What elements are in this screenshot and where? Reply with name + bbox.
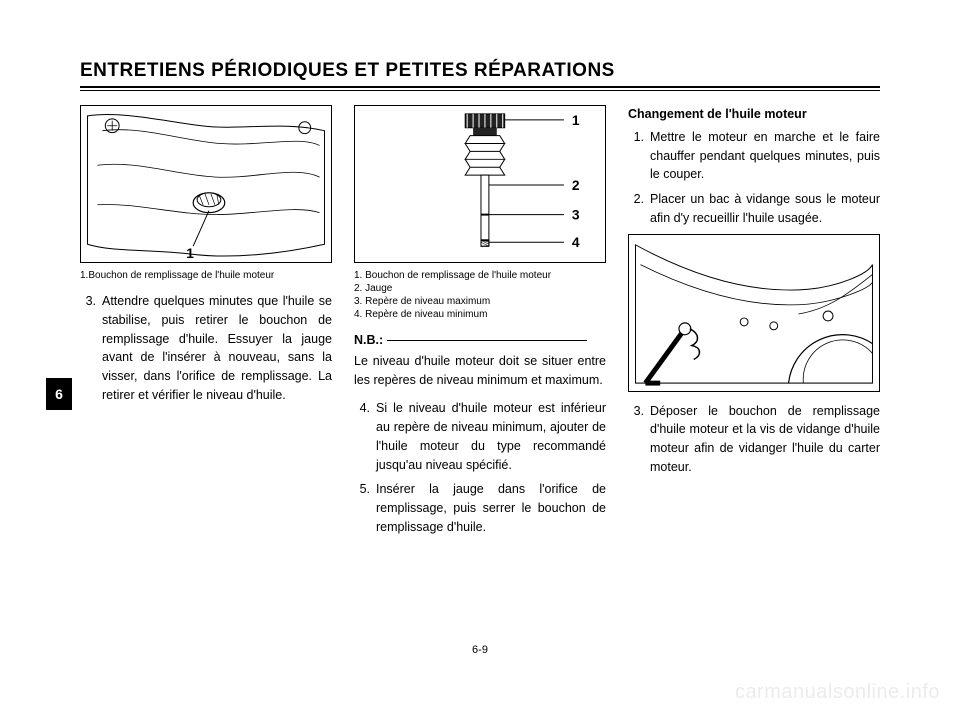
fig2-caption-line1: 1. Bouchon de remplissage de l'huile mot…	[354, 269, 606, 282]
page-number: 6-9	[0, 644, 960, 656]
figure-engine-fill-cap: 1	[80, 105, 332, 263]
step-5: 5. Insérer la jauge dans l'orifice de re…	[354, 480, 606, 536]
column-1: 1 1.Bouchon de remplissage de l'huile mo…	[80, 105, 332, 543]
step-3b-num: 3.	[628, 402, 650, 477]
step-3-num: 3.	[80, 292, 102, 405]
oil-change-heading: Changement de l'huile moteur	[628, 105, 880, 124]
step-2: 2. Placer un bac à vidange sous le moteu…	[628, 190, 880, 228]
step-5-text: Insérer la jauge dans l'orifice de rempl…	[376, 480, 606, 536]
note-text: Le niveau d'huile moteur doit se situer …	[354, 352, 606, 390]
step-4-text: Si le niveau d'huile moteur est inférieu…	[376, 399, 606, 474]
svg-text:3: 3	[572, 207, 580, 223]
svg-text:4: 4	[572, 234, 580, 250]
figure2-caption: 1. Bouchon de remplissage de l'huile mot…	[354, 269, 606, 321]
chapter-tab: 6	[46, 378, 72, 410]
callout-1-label: 1	[186, 245, 194, 261]
note-rule	[387, 340, 587, 341]
step-1: 1. Mettre le moteur en marche et le fair…	[628, 128, 880, 184]
fig2-caption-line4: 4. Repère de niveau minimum	[354, 308, 606, 321]
figure1-caption: 1.Bouchon de remplissage de l'huile mote…	[80, 269, 332, 282]
note-label: N.B.:	[354, 331, 383, 350]
step-2-text: Placer un bac à vidange sous le moteur a…	[650, 190, 880, 228]
page-header-title: ENTRETIENS PÉRIODIQUES ET PETITES RÉPARA…	[80, 60, 880, 82]
step-1-num: 1.	[628, 128, 650, 184]
note-block: N.B.:	[354, 331, 606, 350]
figure-dipstick: 1 2 3 4	[354, 105, 606, 263]
step-3-text: Attendre quelques minutes que l'huile se…	[102, 292, 332, 405]
fig2-caption-line2: 2. Jauge	[354, 282, 606, 295]
step-3: 3. Attendre quelques minutes que l'huile…	[80, 292, 332, 405]
step-4-num: 4.	[354, 399, 376, 474]
fig2-caption-line3: 3. Repère de niveau maximum	[354, 295, 606, 308]
column-2: 1 2 3 4 1. Bouchon de remplissage de l'h…	[354, 105, 606, 543]
step-2-num: 2.	[628, 190, 650, 228]
step-1-text: Mettre le moteur en marche et le faire c…	[650, 128, 880, 184]
step-5-num: 5.	[354, 480, 376, 536]
svg-text:1: 1	[572, 112, 580, 128]
figure-scooter-underside	[628, 234, 880, 392]
header-rule-thick	[80, 86, 880, 88]
step-3b: 3. Déposer le bouchon de remplissage d'h…	[628, 402, 880, 477]
column-3: Changement de l'huile moteur 1. Mettre l…	[628, 105, 880, 543]
svg-text:2: 2	[572, 177, 580, 193]
header-rule-thin	[80, 90, 880, 91]
step-3b-text: Déposer le bouchon de remplissage d'huil…	[650, 402, 880, 477]
step-4: 4. Si le niveau d'huile moteur est infér…	[354, 399, 606, 474]
content-columns: 1 1.Bouchon de remplissage de l'huile mo…	[80, 105, 880, 543]
